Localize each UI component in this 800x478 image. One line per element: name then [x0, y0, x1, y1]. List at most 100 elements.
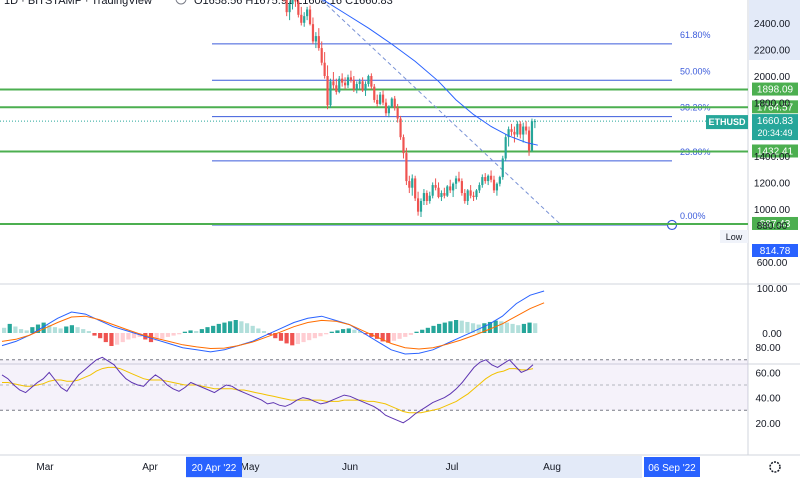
candle: [452, 183, 455, 191]
price-tick-label: 1400.00: [754, 152, 791, 163]
price-tick-label: 1000.00: [754, 205, 791, 216]
candle: [516, 123, 519, 135]
macd-bar: [131, 333, 137, 339]
macd-bar: [228, 321, 233, 333]
candle: [405, 153, 408, 182]
candle: [341, 78, 344, 83]
macd-bar: [397, 333, 402, 339]
candle: [402, 137, 405, 154]
time-axis-label: Jul: [446, 462, 459, 473]
candle: [373, 86, 376, 100]
candle: [370, 76, 373, 87]
candle: [300, 14, 303, 23]
price-tick-label: 1800.00: [754, 99, 791, 110]
macd-bar: [7, 323, 12, 333]
candle: [533, 121, 536, 123]
macd-bar: [437, 323, 442, 333]
macd-bar: [103, 333, 108, 343]
candle: [434, 185, 437, 188]
macd-bar: [2, 327, 7, 333]
macd-bar: [205, 327, 210, 333]
candle: [522, 126, 525, 135]
macd-bar: [487, 321, 493, 333]
level-price-tag: [752, 82, 798, 96]
trend-line: [320, 0, 562, 226]
candle: [457, 178, 461, 182]
rsi-line: [1, 356, 534, 424]
candle: [460, 181, 463, 194]
macd-bar: [431, 325, 436, 333]
macd-bar: [24, 330, 29, 333]
rsi-axis-label: 60.00: [755, 368, 780, 379]
candle: [294, 0, 297, 2]
candle: [376, 99, 379, 104]
macd-bar: [126, 333, 131, 340]
gear-icon[interactable]: [769, 461, 781, 473]
candle: [379, 94, 382, 104]
rsi-axis-label: 20.00: [755, 419, 780, 430]
candle: [431, 185, 434, 196]
level-price-label: 1898.09: [757, 85, 794, 96]
rsi-axis-label: 80.00: [755, 343, 780, 354]
candle: [323, 62, 326, 76]
candle: [390, 98, 393, 107]
macd-bar: [521, 323, 526, 333]
macd-signal-line: [1, 302, 545, 350]
candle: [527, 130, 531, 151]
macd-bar: [35, 324, 41, 333]
price-axis-highlight: [749, 0, 800, 60]
candle: [507, 129, 510, 138]
low-value: 814.78: [760, 246, 791, 257]
candle: [384, 102, 388, 114]
macd-bar: [69, 325, 74, 333]
macd-bar: [64, 326, 69, 333]
candle: [408, 181, 411, 188]
macd-bar: [239, 321, 244, 333]
macd-bar: [329, 331, 334, 333]
macd-axis-label: 100.00: [757, 284, 788, 295]
macd-bar: [115, 333, 120, 345]
macd-bar: [30, 327, 35, 333]
time-axis-label: May: [241, 462, 260, 473]
candle: [481, 177, 484, 186]
macd-bar: [425, 327, 430, 333]
macd-bar: [41, 322, 46, 333]
macd-bar: [211, 325, 216, 333]
candle: [343, 82, 347, 86]
macd-bar: [499, 321, 504, 333]
candle: [513, 131, 516, 135]
candle: [358, 81, 361, 84]
moving-average-line: [322, 0, 538, 146]
macd-bar: [188, 330, 193, 333]
candle: [519, 123, 522, 135]
macd-bar: [81, 329, 86, 333]
candle: [472, 195, 475, 198]
macd-bar: [92, 333, 97, 336]
candle: [510, 129, 513, 132]
time-axis-label: Apr: [142, 462, 158, 473]
candle: [495, 183, 499, 191]
macd-bar: [47, 325, 52, 333]
candle: [475, 190, 478, 198]
macd-bar: [165, 333, 171, 337]
macd-bar: [261, 331, 267, 333]
low-value-box: [752, 244, 798, 257]
macd-bar: [346, 328, 351, 333]
low-label-box: [720, 230, 748, 243]
candle: [419, 201, 423, 212]
macd-bar: [177, 333, 182, 335]
candle: [381, 94, 385, 103]
macd-bar: [194, 331, 199, 333]
candle: [303, 16, 306, 23]
macd-bar: [442, 322, 447, 333]
candle: [332, 81, 335, 86]
candle: [352, 79, 355, 90]
candle: [425, 193, 428, 202]
candle: [466, 190, 469, 202]
candle: [314, 36, 317, 42]
macd-bar: [182, 331, 187, 333]
macd-bar: [357, 331, 363, 333]
candle: [355, 83, 358, 90]
macd-bar: [459, 320, 464, 333]
